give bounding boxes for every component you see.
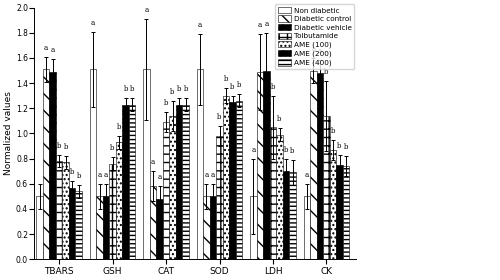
Text: a: a [144,6,148,14]
Text: a: a [258,21,262,29]
Text: b: b [324,67,328,76]
Bar [316,73,323,259]
Bar [263,71,270,259]
Text: a: a [50,46,54,54]
Bar [290,172,296,259]
Text: b: b [64,143,68,151]
Text: b: b [70,168,74,176]
Bar [236,101,242,259]
Text: b: b [224,75,228,83]
Bar [276,135,283,259]
Text: b: b [124,85,128,93]
Text: a: a [104,171,108,179]
Bar [116,142,122,259]
Text: b: b [290,147,295,155]
Y-axis label: Normalized values: Normalized values [4,92,13,175]
Bar [323,116,330,259]
Bar [56,161,62,259]
Text: a: a [318,47,322,55]
Text: a: a [305,171,309,179]
Text: b: b [164,99,168,107]
Bar [150,186,156,259]
Bar [62,162,69,259]
Text: b: b [237,81,242,89]
Legend: Non diabetic, Diabetic control, Diabetic vehicle, Tolbutamide, AME (100), AME (2: Non diabetic, Diabetic control, Diabetic… [274,4,354,69]
Text: a: a [264,20,268,28]
Bar [143,69,150,259]
Text: b: b [271,83,276,91]
Bar [163,122,170,259]
Bar [203,196,209,259]
Text: b: b [110,144,115,152]
Text: b: b [177,85,182,93]
Bar [103,196,110,259]
Bar [182,104,189,259]
Bar [170,116,176,259]
Bar [256,72,263,259]
Bar [176,104,182,259]
Text: b: b [57,142,62,150]
Text: a: a [204,171,208,179]
Bar [270,127,276,259]
Text: a: a [91,18,95,27]
Text: b: b [338,142,342,150]
Text: b: b [284,146,288,153]
Bar [343,166,349,259]
Bar [310,71,316,259]
Bar [110,164,116,259]
Bar [283,171,290,259]
Text: b: b [117,123,121,131]
Bar [69,188,75,259]
Bar [76,191,82,259]
Text: a: a [151,158,155,166]
Text: b: b [278,115,282,123]
Bar [330,150,336,259]
Bar [210,196,216,259]
Text: b: b [170,88,175,96]
Bar [230,102,236,259]
Bar [90,69,96,259]
Text: b: b [130,85,134,93]
Text: a: a [158,173,162,181]
Bar [250,196,256,259]
Text: a: a [98,171,102,179]
Bar [216,136,223,259]
Bar [156,199,163,259]
Text: b: b [218,113,222,121]
Text: a: a [312,45,316,53]
Text: a: a [198,21,202,29]
Text: a: a [211,171,215,179]
Bar [223,96,230,259]
Bar [96,196,103,259]
Bar [336,165,343,259]
Text: a: a [252,146,256,153]
Bar [196,69,203,259]
Bar [50,72,56,259]
Bar [43,69,50,259]
Text: b: b [230,83,235,91]
Text: b: b [331,127,336,135]
Bar [304,196,310,259]
Bar [122,104,129,259]
Text: b: b [344,143,348,151]
Text: b: b [76,172,81,180]
Bar [129,104,136,259]
Bar [36,196,43,259]
Text: a: a [44,44,48,52]
Text: b: b [184,85,188,93]
